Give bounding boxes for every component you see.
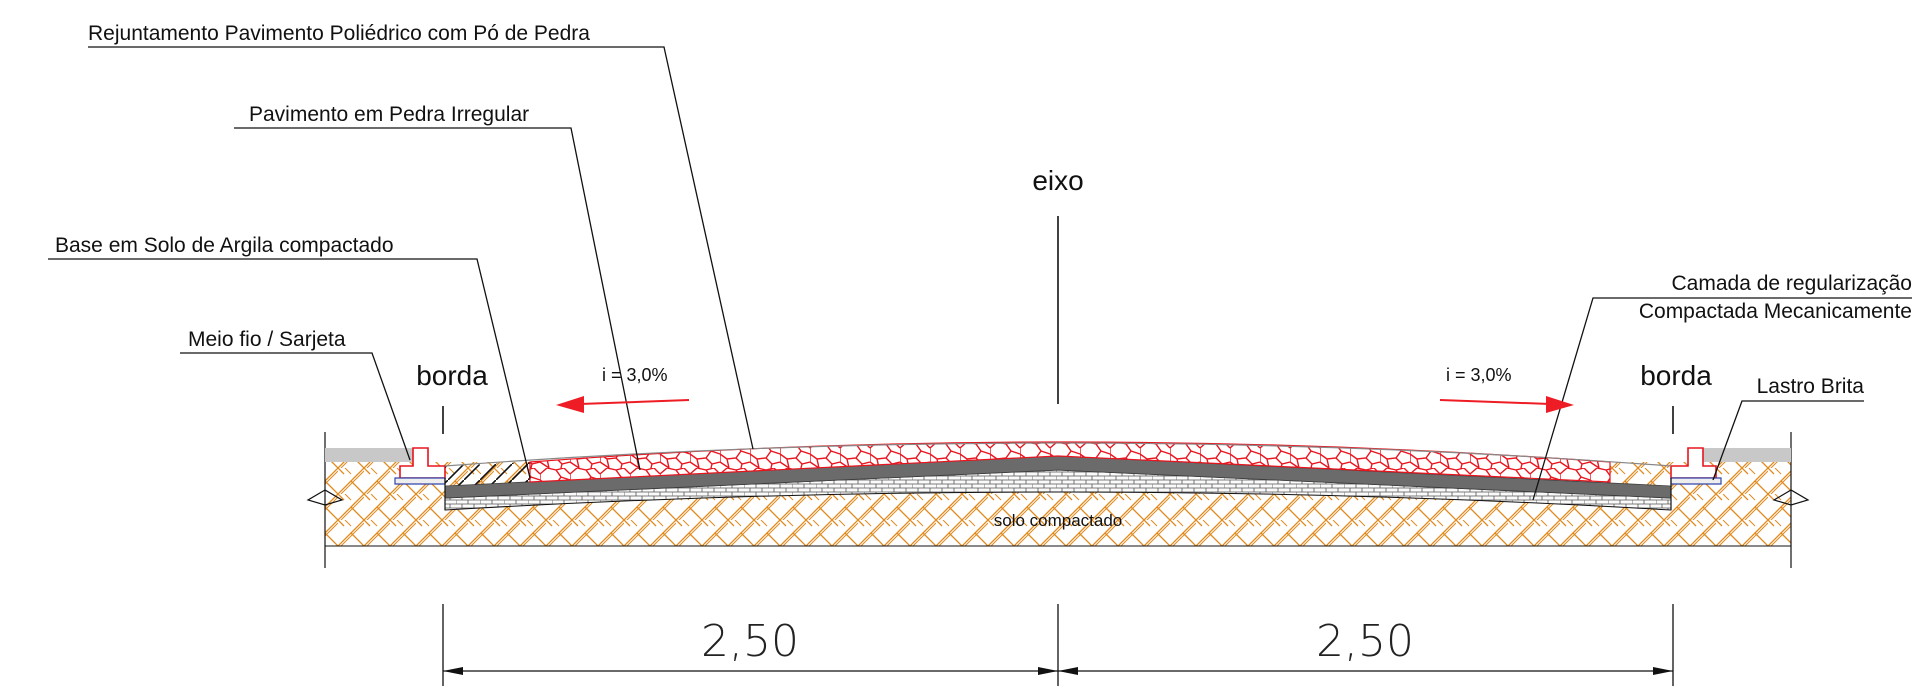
label-solo: solo compactado [994, 511, 1123, 530]
label-pavimento: Pavimento em Pedra Irregular [249, 103, 529, 126]
regularization-layer [444, 469, 1672, 511]
slope-arrow-left [556, 396, 690, 413]
pavement-layers [444, 441, 1672, 511]
label-eixo: eixo [1032, 165, 1083, 196]
leader-pavimento [234, 127, 641, 471]
label-camada-line1: Camada de regularização [1672, 272, 1912, 295]
dimension-arrows [443, 667, 1673, 675]
label-borda-left: borda [416, 360, 488, 391]
leader-lines [48, 46, 1912, 501]
leader-lastro [1712, 400, 1864, 481]
slope-arrow-right [1439, 396, 1574, 413]
dimension-left: 2,50 [701, 616, 799, 667]
label-base: Base em Solo de Argila compactado [55, 234, 394, 257]
label-meio-fio: Meio fio / Sarjeta [188, 328, 346, 351]
base-hatch-left [445, 462, 530, 486]
label-camada-line2: Compactada Mecanicamente [1639, 300, 1912, 323]
label-borda-right: borda [1640, 360, 1712, 391]
label-slope-right: i = 3,0% [1446, 365, 1512, 385]
leader-meio-fio [180, 352, 411, 461]
dimension-right: 2,50 [1316, 616, 1414, 667]
stone-dust-joint [444, 442, 1672, 467]
dimension-lines [442, 604, 1674, 686]
leader-base [48, 258, 531, 479]
leader-camada [1532, 297, 1912, 501]
leader-rejuntamento [88, 46, 754, 450]
label-lastro: Lastro Brita [1757, 375, 1865, 398]
label-rejuntamento: Rejuntamento Pavimento Poliédrico com Pó… [88, 22, 590, 45]
label-slope-left: i = 3,0% [602, 365, 668, 385]
